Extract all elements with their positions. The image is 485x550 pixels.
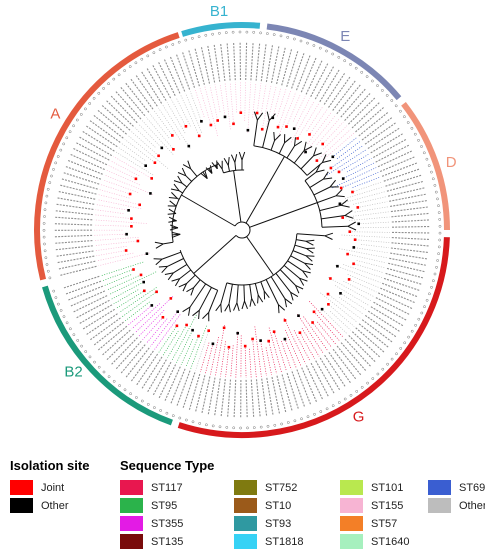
swatch [120, 516, 143, 531]
legend-label: ST10 [265, 499, 292, 512]
legend-item-st135: ST135 [120, 534, 183, 549]
legend-item-st93: ST93 [234, 516, 291, 531]
sequence-type-title: Sequence Type [120, 458, 215, 473]
legend-label: ST101 [371, 481, 404, 494]
clade-label-b1: B1 [210, 3, 228, 20]
swatch [428, 480, 451, 495]
legend-label: ST752 [265, 481, 298, 494]
other-site-swatch [10, 498, 33, 513]
isolation-site-legend: Isolation site [10, 458, 89, 473]
clade-arc-e [266, 23, 402, 101]
legend-label: ST135 [151, 535, 184, 548]
legend-label: ST355 [151, 517, 184, 530]
legend-label: ST57 [371, 517, 398, 530]
legend-item-other-site: Other [10, 498, 69, 513]
isolation-site-title: Isolation site [10, 458, 90, 473]
legend-label: ST117 [151, 481, 183, 494]
clade-label-d: D [446, 154, 457, 171]
clade-label-e: E [340, 28, 350, 45]
clade-label-a: A [50, 105, 60, 122]
legend-label: ST155 [371, 499, 404, 512]
legend-label: Joint [41, 481, 65, 494]
swatch [428, 498, 451, 513]
legend-item-st117: ST117 [120, 480, 183, 495]
legend-label: ST95 [151, 499, 178, 512]
swatch [120, 498, 143, 513]
clade-arc-d [401, 101, 450, 231]
swatch [340, 480, 363, 495]
legend-item-st101: ST101 [340, 480, 403, 495]
isolate-label-rings [42, 30, 442, 430]
tip-markers [124, 111, 360, 349]
legend-item-st10: ST10 [234, 498, 291, 513]
clade-arc-b2 [42, 285, 173, 426]
clade-arc-b1 [181, 22, 261, 37]
clade-label-g: G [353, 409, 365, 426]
swatch [340, 534, 363, 549]
clade-labels: A B1 E D G B2 [50, 3, 456, 425]
sequence-type-legend: Sequence Type [120, 458, 214, 473]
legend-item-st1818: ST1818 [234, 534, 304, 549]
swatch [340, 516, 363, 531]
clade-label-b2: B2 [64, 363, 82, 380]
legend-label: ST93 [265, 517, 292, 530]
legend-item-st1640: ST1640 [340, 534, 410, 549]
legend-label: ST1818 [265, 535, 304, 548]
legend-item-joint: Joint [10, 480, 64, 495]
swatch [120, 534, 143, 549]
swatch [234, 516, 257, 531]
legend-label: Other [41, 499, 69, 512]
legend-item-st355: ST355 [120, 516, 183, 531]
swatch [234, 498, 257, 513]
tip-lines [94, 81, 391, 379]
legend-label: ST1640 [371, 535, 410, 548]
legend-label: ST69 [459, 481, 485, 494]
legend-item-other: Other [428, 498, 485, 513]
clade-arcs [34, 22, 450, 438]
joint-swatch [10, 480, 33, 495]
swatch [120, 480, 143, 495]
legend-label: Other [459, 499, 485, 512]
swatch [234, 534, 257, 549]
clade-arc-g [177, 237, 450, 438]
phylogenetic-tree: A B1 E D G B2 [34, 3, 457, 438]
tree-branches [153, 111, 357, 322]
swatch [234, 480, 257, 495]
legend-item-st95: ST95 [120, 498, 177, 513]
swatch [340, 498, 363, 513]
legend-item-st155: ST155 [340, 498, 403, 513]
legend-item-st57: ST57 [340, 516, 397, 531]
legend-item-st752: ST752 [234, 480, 297, 495]
clade-arc-a [34, 32, 180, 281]
legend-item-st69: ST69 [428, 480, 485, 495]
